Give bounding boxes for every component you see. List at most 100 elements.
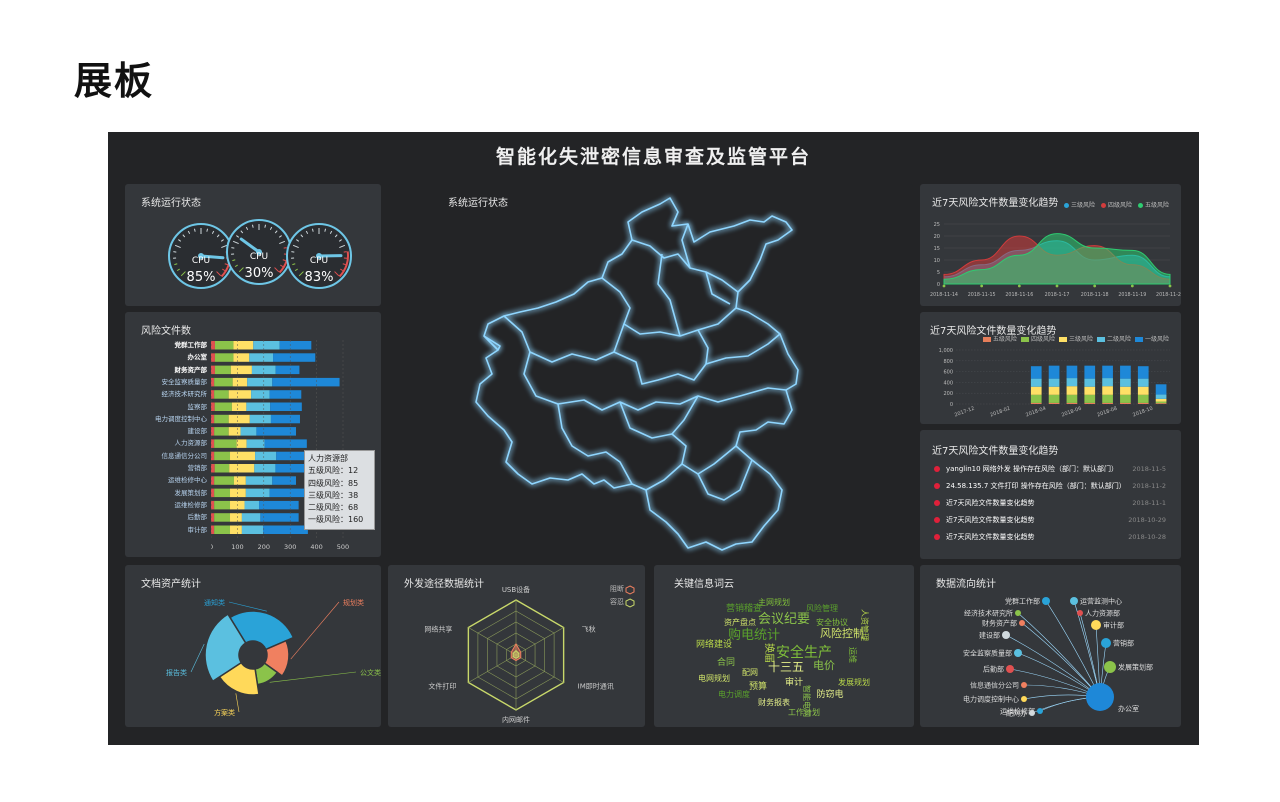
bar-segment: [1084, 386, 1096, 395]
cloud-word[interactable]: 主网规划: [758, 597, 790, 607]
cloud-word[interactable]: 财务报表: [758, 697, 790, 707]
cloud-word[interactable]: 安全协议: [816, 617, 848, 627]
bar-segment: [255, 451, 277, 461]
cloud-word[interactable]: 十三五: [768, 660, 804, 674]
province-map: [475, 197, 799, 551]
bar-segment: [211, 439, 215, 448]
bar-segment: [1048, 365, 1060, 379]
list-item[interactable]: 24.58.135.7 文件打印 操作存在风险（部门：默认部门） 2018-11-…: [934, 481, 1166, 491]
list-item[interactable]: 近7天风险文件数量变化趋势 2018-10-28: [934, 532, 1166, 542]
bar-segment: [1137, 394, 1149, 403]
bar-segment: [245, 488, 270, 498]
slice-label: 规划类: [343, 598, 364, 607]
bar-segment: [230, 525, 242, 534]
flow-node[interactable]: [1101, 638, 1111, 648]
tick-label: 2018-06: [1061, 406, 1083, 419]
legend-label: 容忍: [610, 597, 624, 606]
cloud-word[interactable]: 人资管理: [860, 609, 870, 641]
bar-segment: [1066, 378, 1078, 387]
cloud-word[interactable]: 运维: [848, 647, 858, 663]
flow-node[interactable]: [1021, 682, 1027, 688]
slice-label: 通知类: [204, 598, 225, 607]
cloud-word[interactable]: 营销稽查: [726, 602, 762, 614]
system-status-panel: 系统运行状态 CPU 85% CPU 30% CPU 83%: [125, 184, 381, 306]
bar-segment: [279, 341, 312, 350]
cloud-word[interactable]: 会议纪要: [758, 612, 810, 627]
cloud-word[interactable]: 电价: [813, 659, 835, 672]
bar-segment: [230, 365, 252, 375]
bar-segment: [1066, 386, 1078, 395]
node-label: 经济技术研究所: [964, 609, 1013, 618]
flow-node[interactable]: [1104, 661, 1116, 673]
cloud-word[interactable]: 电网规划: [698, 673, 730, 683]
bar-segment: [229, 464, 255, 473]
flow-node[interactable]: [1006, 665, 1014, 673]
flow-node[interactable]: [1019, 620, 1025, 626]
bar-segment: [228, 414, 250, 424]
tick-label: 100: [231, 543, 243, 551]
bar-segment: [214, 353, 234, 362]
tick-label: 2018-11-20: [1156, 292, 1181, 298]
bar-segment: [214, 464, 230, 473]
node-label: 审计部: [1103, 621, 1124, 630]
flow-hub-node[interactable]: [1086, 683, 1114, 711]
bar-segment: [1084, 394, 1096, 403]
flow-node[interactable]: [1015, 610, 1021, 616]
list-item[interactable]: 近7天风险文件数量变化趋势 2018-11-1: [934, 498, 1166, 508]
flow-node[interactable]: [1014, 649, 1022, 657]
tick-label: 25: [934, 222, 940, 228]
flow-node[interactable]: [1037, 708, 1043, 714]
bar-segment: [1102, 394, 1113, 403]
cloud-word[interactable]: 电力调度: [718, 689, 750, 699]
cloud-word[interactable]: 防窃电: [816, 688, 843, 700]
cloud-word[interactable]: 合同: [717, 656, 735, 668]
bar-segment: [233, 341, 254, 350]
slice-label: 公文类: [360, 668, 381, 677]
cloud-word[interactable]: 预算: [749, 680, 767, 692]
flow-node[interactable]: [1077, 610, 1083, 616]
bar-segment: [214, 414, 229, 424]
category-label: 电力调度控制中心: [155, 414, 207, 423]
cloud-word[interactable]: 风险控制: [820, 626, 864, 640]
cloud-word[interactable]: 换届: [763, 643, 776, 663]
bar-segment: [214, 439, 237, 448]
bar-segment: [214, 476, 234, 485]
tooltip-line: 四级风险：85: [308, 478, 359, 488]
tick-label: 2018-11-15: [968, 292, 996, 298]
flow-node[interactable]: [1042, 597, 1050, 605]
cloud-word[interactable]: 购电统计: [728, 627, 780, 643]
cloud-word[interactable]: 风险管理: [806, 603, 838, 613]
alert-dot-icon: [934, 517, 940, 523]
cloud-word[interactable]: 资产盘点: [724, 617, 756, 627]
flow-node[interactable]: [1091, 620, 1101, 630]
list-item[interactable]: yanglin10 网络外发 操作存在风险（部门：默认部门） 2018-11-5: [934, 464, 1166, 474]
area-legend: 三级风险 四级风险 五级风险: [1063, 200, 1169, 209]
flow-node[interactable]: [1002, 631, 1010, 639]
gauge-value: 30%: [245, 266, 274, 281]
cloud-word[interactable]: 网络建设: [696, 638, 732, 650]
bar-segment: [260, 513, 299, 522]
bar-segment: [1155, 384, 1167, 395]
flow-node[interactable]: [1021, 696, 1027, 702]
node-label: 财务资产部: [982, 619, 1017, 628]
cloud-word[interactable]: 发展规划: [838, 677, 870, 687]
node-label: 后勤部: [983, 665, 1004, 674]
bar-segment: [1137, 378, 1149, 387]
bar-segment: [249, 353, 274, 362]
flow-node[interactable]: [1070, 597, 1078, 605]
cloud-word[interactable]: 审计: [785, 676, 803, 688]
flow-node[interactable]: [1029, 710, 1035, 716]
cloud-word[interactable]: 工作计划: [788, 707, 820, 717]
risk-files-panel: 风险文件数 党群工作部 办公室 财务资产部 安全监察质量部 经济技术研究所 监察部 电力调度…: [125, 312, 381, 557]
cloud-word[interactable]: 智能电网: [802, 685, 812, 717]
map-border: [697, 329, 709, 365]
cloud-word[interactable]: 配网: [742, 668, 758, 677]
cloud-word[interactable]: 安全生产: [776, 644, 832, 661]
tick-label: 2018-11-18: [1081, 292, 1109, 298]
page-title: 展板: [74, 59, 155, 103]
list-item[interactable]: 近7天风险文件数量变化趋势 2018-10-29: [934, 515, 1166, 525]
bar-segment: [1030, 394, 1042, 403]
bar-segment: [1084, 365, 1096, 379]
